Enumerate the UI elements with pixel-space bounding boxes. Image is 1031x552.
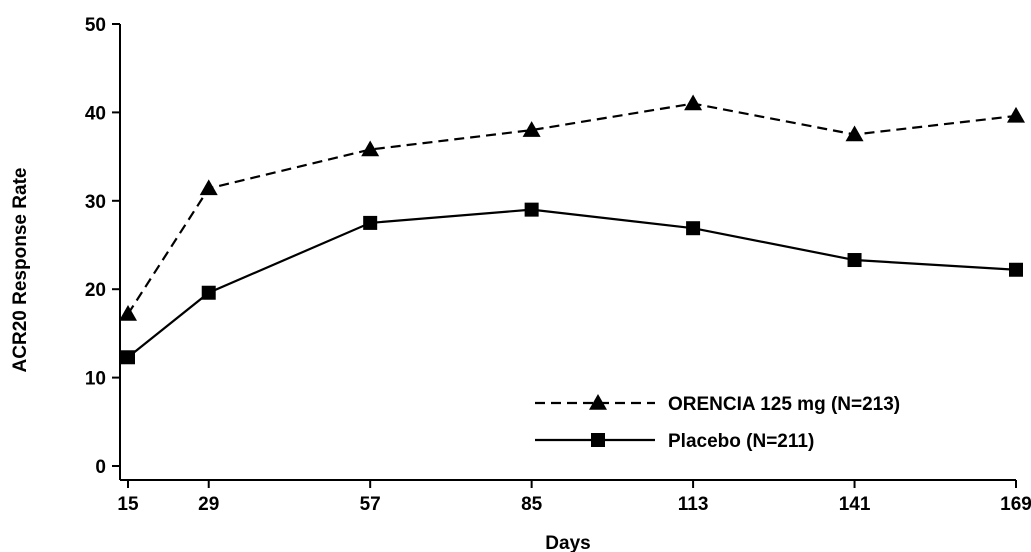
x-axis-ticks: 15 29 57 85 113 141 169: [117, 480, 1031, 515]
x-tick-label: 113: [678, 494, 709, 515]
square-marker: [201, 285, 216, 300]
y-tick-label: 20: [85, 280, 106, 301]
y-tick-label: 40: [85, 103, 106, 124]
triangle-marker: [845, 125, 864, 142]
x-tick-label: 15: [117, 494, 139, 515]
chart-axes: 0 10 20 30 40 50 15 29 57 85 113 141 169: [85, 15, 1031, 515]
series-1: [119, 94, 1025, 321]
legend-item: Placebo (N=211): [535, 431, 814, 452]
x-tick-label: 57: [360, 494, 381, 515]
series-2: [121, 202, 1023, 365]
square-marker: [686, 221, 701, 236]
series-layer: [119, 94, 1025, 365]
square-marker: [121, 350, 135, 365]
y-axis-title: ACR20 Response Rate: [10, 167, 31, 372]
square-marker: [524, 202, 539, 217]
x-tick-label: 29: [198, 494, 219, 515]
y-tick-label: 10: [85, 369, 106, 390]
square-marker: [363, 215, 378, 230]
legend-label: ORENCIA 125 mg (N=213): [668, 394, 900, 415]
x-tick-label: 169: [1000, 494, 1031, 515]
triangle-marker: [361, 140, 380, 157]
x-axis-title: Days: [545, 533, 590, 552]
y-tick-label: 30: [85, 192, 106, 213]
x-tick-label: 141: [839, 494, 871, 515]
triangle-marker: [1007, 106, 1025, 123]
legend-label: Placebo (N=211): [668, 431, 814, 452]
triangle-marker: [589, 394, 607, 410]
series-line: [127, 102, 1017, 315]
chart-legend: ORENCIA 125 mg (N=213) Placebo (N=211): [535, 394, 900, 452]
x-tick-label: 85: [521, 494, 543, 515]
series-line: [127, 208, 1017, 359]
square-marker: [1009, 262, 1023, 277]
y-axis-ticks: 0 10 20 30 40 50: [85, 15, 120, 478]
legend-item: ORENCIA 125 mg (N=213): [535, 394, 900, 415]
square-marker: [847, 253, 862, 268]
y-tick-label: 0: [95, 457, 106, 478]
square-marker: [591, 433, 605, 447]
y-tick-label: 50: [85, 15, 106, 36]
triangle-marker: [119, 304, 137, 321]
triangle-marker: [199, 179, 218, 196]
triangle-marker: [684, 94, 703, 111]
triangle-marker: [522, 121, 541, 137]
